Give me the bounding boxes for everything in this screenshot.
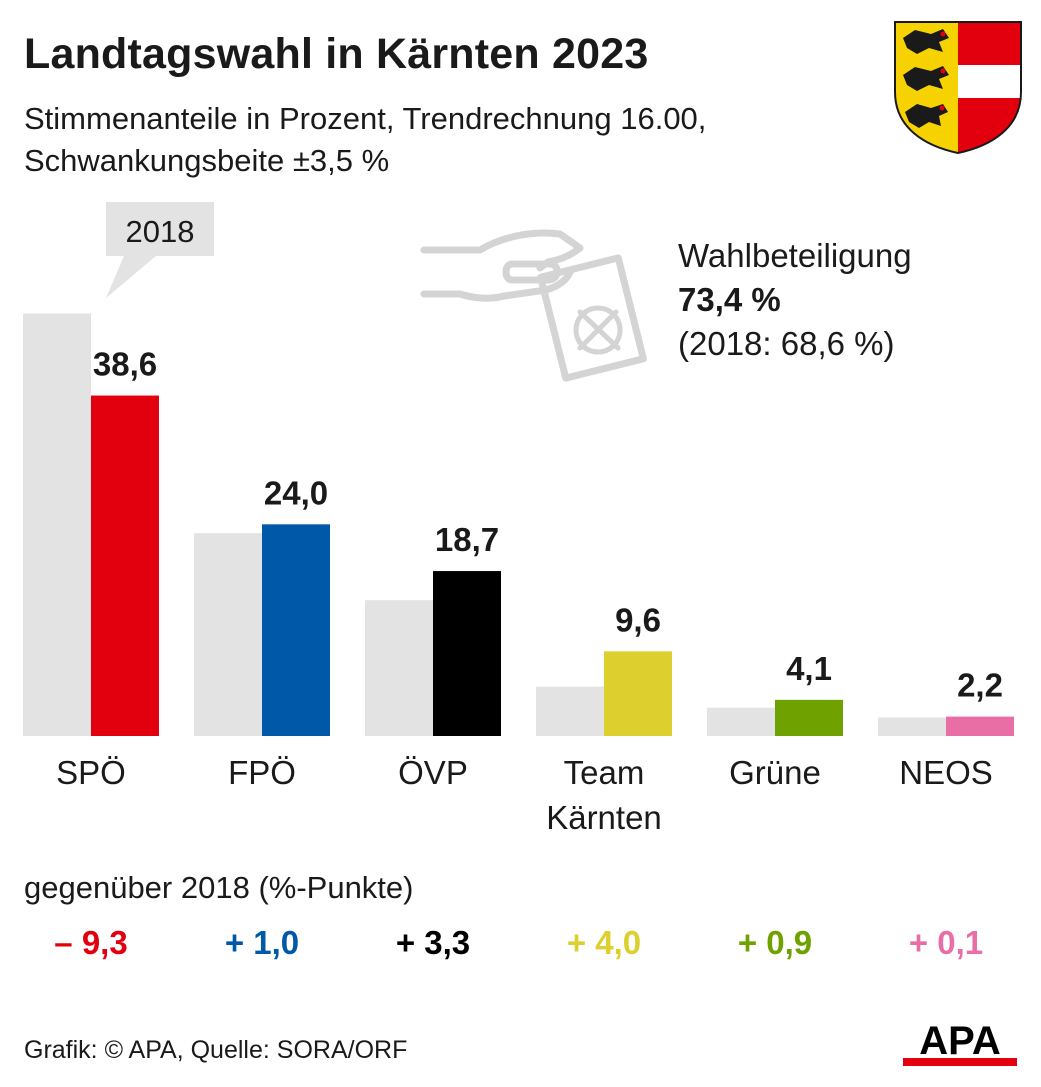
bar-2023-övp <box>433 571 501 736</box>
chart-subtitle: Stimmenanteile in Prozent, Trendrechnung… <box>24 98 884 182</box>
turnout-label: Wahlbeteiligung <box>678 237 912 274</box>
bar-2023-spö <box>91 395 159 736</box>
source-credit: Grafik: © APA, Quelle: SORA/ORF <box>24 1036 408 1064</box>
legend-2018-callout <box>106 202 214 298</box>
change-team-kaernten: + 4,0 <box>566 924 642 961</box>
value-label-spö: 38,6 <box>93 346 157 383</box>
turnout-previous: (2018: 68,6 %) <box>678 325 895 362</box>
category-label-fpö: FPÖ <box>228 754 296 791</box>
value-label-team-kärnten: 9,6 <box>615 601 661 638</box>
value-label-övp: 18,7 <box>435 521 499 558</box>
bar-2023-fpö <box>262 524 330 736</box>
bar-2023-grüne <box>775 699 843 736</box>
bar-chart: 38,6 SPÖ 24,0 FPÖ 18,7 ÖVP 9,6 Team Kärnten 4,1 Gr… <box>23 202 1014 836</box>
change-gruene: + 0,9 <box>737 924 813 961</box>
turnout-box: Wahlbeteiligung 73,4 % (2018: 68,6 %) <box>678 234 912 366</box>
bar-2023-team-kärnten <box>604 651 672 736</box>
category-label-team-kärnten-line2: Kärnten <box>546 799 662 836</box>
value-label-grüne: 4,1 <box>786 650 832 687</box>
change-oevp: + 3,3 <box>395 924 471 961</box>
subtitle-line-2: Schwankungsbeite ±3,5 % <box>24 143 390 178</box>
legend-2018-label: 2018 <box>126 214 195 249</box>
turnout-value: 73,4 % <box>678 281 781 318</box>
category-label-neos: NEOS <box>899 754 993 791</box>
change-neos: + 0,1 <box>908 924 984 961</box>
bar-2018-övp <box>365 600 433 736</box>
bar-2023-neos <box>946 716 1014 736</box>
bar-2018-spö <box>23 313 91 736</box>
apa-logo: APA <box>903 1019 1017 1066</box>
value-label-neos: 2,2 <box>957 667 1003 704</box>
apa-logo-text: APA <box>919 1019 1000 1063</box>
change-spoe: – 9,3 <box>54 924 128 961</box>
category-label-övp: ÖVP <box>398 754 468 791</box>
comparison-label: gegenüber 2018 (%-Punkte) <box>24 870 414 905</box>
change-fpoe: + 1,0 <box>224 924 300 961</box>
coat-of-arms-icon <box>894 21 1022 155</box>
hand-ballot-icon <box>420 229 647 382</box>
category-label-spö: SPÖ <box>56 754 126 791</box>
bar-2018-grüne <box>707 707 775 736</box>
bar-2018-fpö <box>194 533 262 736</box>
category-label-team-kärnten: Team <box>564 754 645 791</box>
subtitle-line-1: Stimmenanteile in Prozent, Trendrechnung… <box>24 101 707 136</box>
category-label-grüne: Grüne <box>729 754 821 791</box>
bar-2018-team-kärnten <box>536 686 604 736</box>
value-label-fpö: 24,0 <box>264 474 328 511</box>
comparison-changes: – 9,3 + 1,0 + 3,3 + 4,0 + 0,9 + 0,1 <box>0 924 1041 974</box>
chart-title: Landtagswahl in Kärnten 2023 <box>24 30 649 78</box>
bar-2018-neos <box>878 717 946 736</box>
